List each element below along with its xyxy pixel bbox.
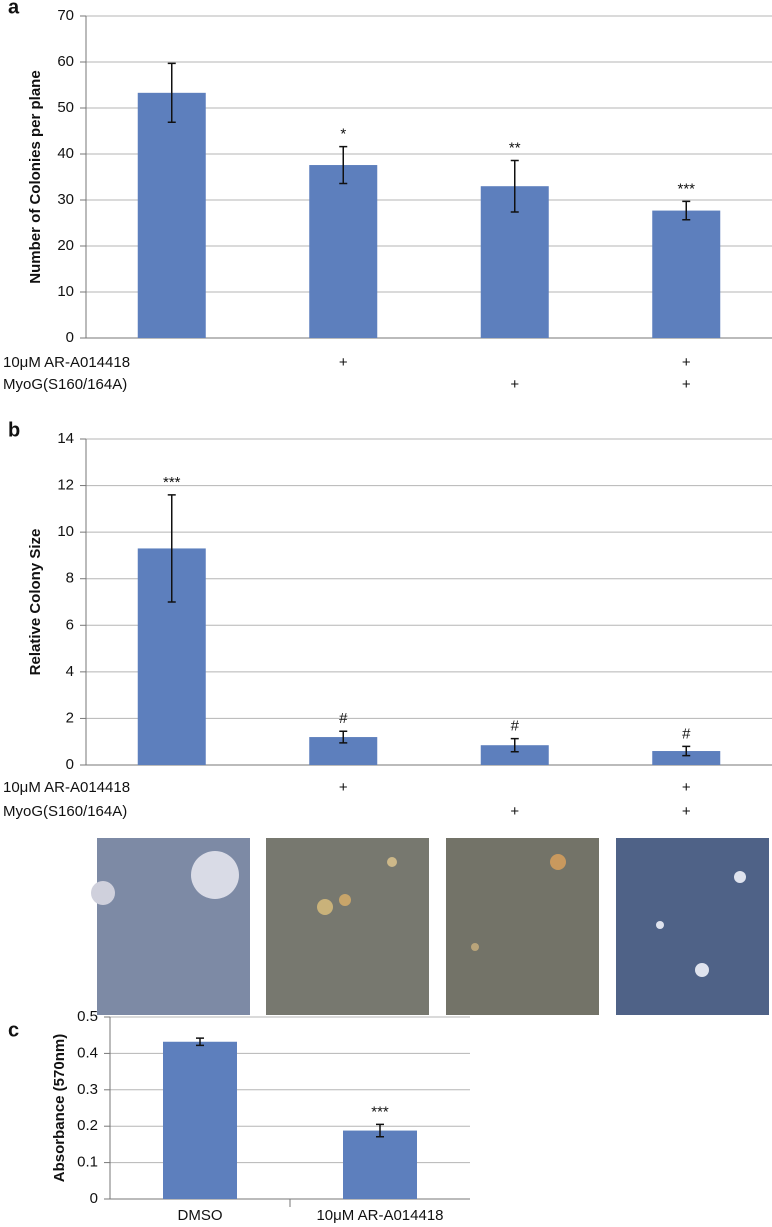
significance-label: *** [371,1103,389,1120]
error-bar [682,745,691,757]
bar [163,1041,237,1199]
error-bar [376,1123,384,1138]
error-bar [510,159,519,213]
bar [652,751,721,765]
y-tick-label: 4 [66,663,74,680]
y-axis-label: Absorbance (570nm) [51,1034,68,1182]
error-bar [510,737,519,753]
y-tick-label: 0 [66,329,74,346]
row-label: 10μM AR-A014418 [3,354,130,371]
micrograph [266,838,429,1015]
y-tick-label: 50 [57,99,74,116]
y-tick-label: 70 [57,7,74,24]
error-bar [339,730,348,744]
bar [652,210,721,338]
colony [734,871,746,883]
y-tick-label: 0 [90,1190,98,1207]
y-tick-label: 6 [66,616,74,633]
error-bar [339,145,348,185]
colony [339,894,351,906]
panel-label: a [8,0,20,18]
significance-label: # [511,718,520,735]
y-tick-label: 0 [66,756,74,773]
y-tick-label: 10 [57,523,74,540]
colony [387,857,397,867]
colony [550,854,566,870]
error-bar [682,200,691,221]
significance-label: # [682,725,691,742]
y-tick-label: 14 [57,430,74,447]
y-tick-label: 60 [57,53,74,70]
y-tick-label: 12 [57,477,74,494]
bar [137,92,206,338]
significance-label: # [339,710,348,727]
y-axis-label: Number of Colonies per plane [27,70,44,283]
bar [309,165,378,338]
micrographs [91,838,769,1015]
y-tick-label: 0.5 [77,1008,98,1025]
significance-label: ** [509,139,521,156]
y-tick-label: 8 [66,570,74,587]
row-mark: + [682,803,691,820]
significance-label: * [340,126,346,143]
error-bar [196,1037,204,1047]
row-mark: + [339,354,348,371]
bar [480,745,549,765]
row-mark: + [682,354,691,371]
colony [91,881,115,905]
y-tick-label: 0.2 [77,1117,98,1134]
row-label: MyoG(S160/164A) [3,803,127,820]
y-tick-label: 20 [57,237,74,254]
y-tick-label: 30 [57,191,74,208]
y-axis-label: Relative Colony Size [27,529,44,676]
micrograph [616,838,769,1015]
row-mark: + [339,779,348,796]
bar [343,1130,417,1199]
y-tick-label: 0.1 [77,1154,98,1171]
colony [656,921,664,929]
colony [471,943,479,951]
x-tick-label: 10μM AR-A014418 [316,1207,443,1224]
error-bar [167,494,176,603]
y-tick-label: 10 [57,283,74,300]
y-tick-label: 2 [66,709,74,726]
error-bar [167,62,176,124]
panel-label: c [8,1019,19,1041]
y-tick-label: 0.3 [77,1081,98,1098]
row-mark: + [510,376,519,393]
row-mark: + [510,803,519,820]
significance-label: *** [677,180,695,197]
panel-label: b [8,419,20,441]
row-mark: + [682,779,691,796]
y-tick-label: 0.4 [77,1044,98,1061]
row-label: 10μM AR-A014418 [3,779,130,796]
colony [695,963,709,977]
colony [191,851,239,899]
x-tick-label: DMSO [178,1207,223,1224]
row-label: MyoG(S160/164A) [3,376,127,393]
row-mark: + [682,376,691,393]
y-tick-label: 40 [57,145,74,162]
significance-label: *** [163,474,181,491]
micrograph [446,838,599,1015]
colony [317,899,333,915]
